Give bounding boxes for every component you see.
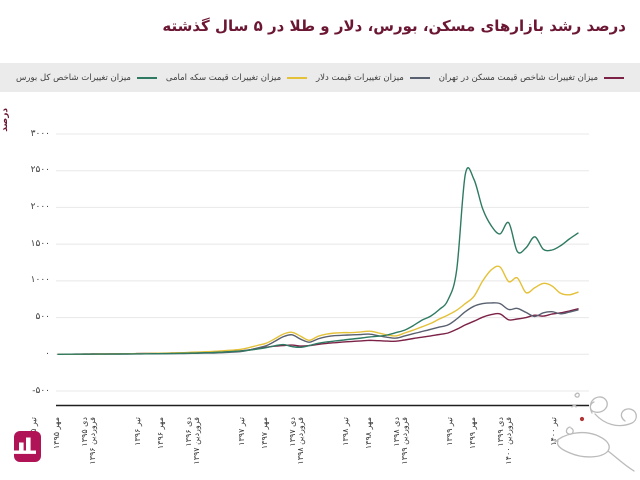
legend-item-2: میزان تغییرات قیمت سکه امامی [165, 72, 308, 83]
legend-swatch-icon [287, 76, 308, 79]
legend-label: میزان تغییرات شاخص کل بورس [16, 72, 131, 83]
legend-label: میزان تغییرات قیمت سکه امامی [165, 72, 282, 83]
legend: میزان تغییرات شاخص قیمت مسکن در تهران میز… [0, 63, 640, 92]
avineh-logo [6, 431, 41, 462]
series-line-2 [57, 265, 579, 355]
legend-swatch-icon [604, 76, 624, 79]
legend-label: میزان تغییرات شاخص قیمت مسکن در تهران [438, 72, 598, 83]
watermark-stroke [553, 432, 610, 458]
legend-label: میزان تغییرات قیمت دلار [316, 72, 404, 83]
legend-item-1: میزان تغییرات قیمت دلار [316, 73, 430, 83]
watermark-stroke [594, 408, 637, 427]
logo-bar-tall [26, 437, 31, 451]
watermark-stroke [607, 450, 635, 472]
watermark-stroke [571, 404, 577, 408]
legend-item-3: میزان تغییرات شاخص کل بورس [16, 73, 157, 83]
logo-bar-short [19, 442, 24, 451]
watermark-stroke [565, 426, 574, 435]
watermark-signature [553, 392, 637, 472]
series-line-0 [57, 308, 579, 355]
legend-swatch-icon [409, 76, 430, 79]
watermark-stroke [574, 392, 580, 398]
watermark-stroke [589, 396, 608, 414]
series-line-3 [57, 167, 579, 355]
series-line-1 [57, 302, 579, 356]
chart-title: درصد رشد بازارهای مسکن، بورس، دلار و طلا… [162, 17, 626, 35]
logo-baseline [6, 450, 36, 454]
legend-item-0: میزان تغییرات شاخص قیمت مسکن در تهران [439, 73, 624, 83]
watermark-dot [579, 416, 585, 422]
legend-swatch-icon [136, 76, 157, 79]
